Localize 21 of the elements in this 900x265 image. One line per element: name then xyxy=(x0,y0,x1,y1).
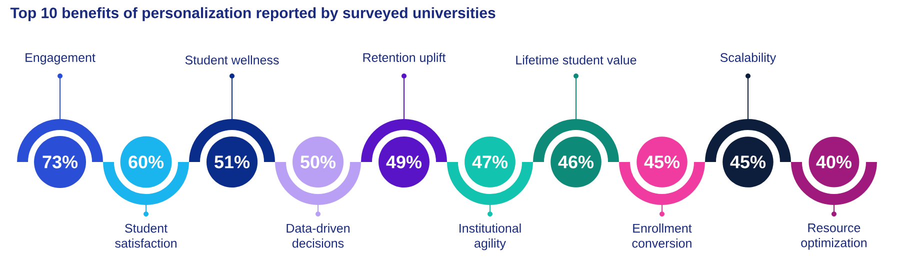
data-label: 60% xyxy=(128,156,164,168)
category-label: Resource optimization xyxy=(801,224,867,250)
data-label: 46% xyxy=(558,156,594,168)
data-label: 51% xyxy=(214,156,250,168)
category-label: Retention uplift xyxy=(363,52,446,64)
data-label: 45% xyxy=(644,156,680,168)
text: Top 10 benefits of personalization reported by surveyed universities xyxy=(10,7,496,22)
category-label: Data-driven decisions xyxy=(286,224,350,248)
category-label: Lifetime student value xyxy=(516,55,636,64)
data-label: 73% xyxy=(42,156,78,168)
category-label: Institutional agility xyxy=(460,224,521,250)
data-label: 49% xyxy=(386,156,422,168)
data-label: 40% xyxy=(816,156,852,168)
data-label: 47% xyxy=(472,156,508,168)
category-label: Student wellness xyxy=(185,55,279,64)
category-label: Scalability xyxy=(720,52,776,64)
data-label: 45% xyxy=(730,156,766,168)
data-label: 50% xyxy=(300,156,336,168)
category-label: Engagement xyxy=(26,53,96,64)
category-label: Student satisfaction xyxy=(115,224,176,248)
category-label: Enrollment conversion xyxy=(632,224,692,248)
